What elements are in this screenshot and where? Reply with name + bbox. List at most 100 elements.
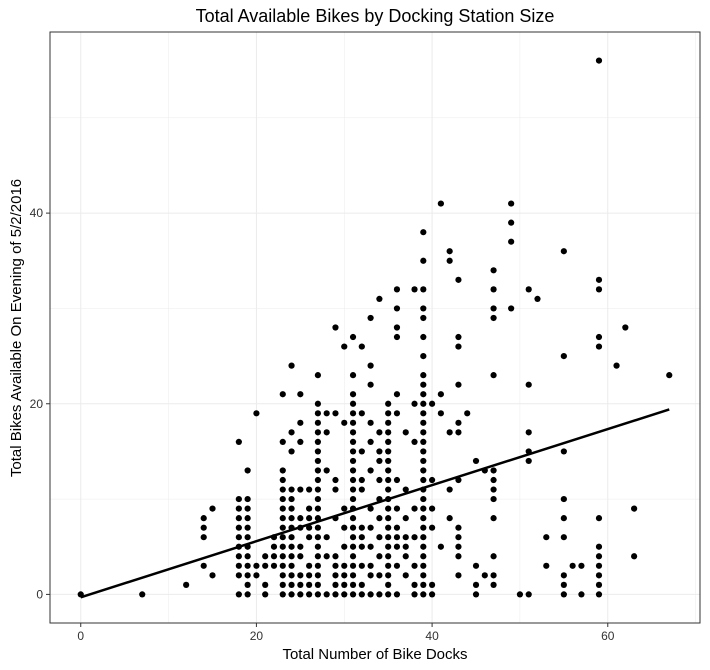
data-point: [437, 200, 444, 207]
data-point: [314, 505, 322, 512]
data-point: [244, 534, 251, 541]
data-point: [306, 515, 313, 522]
data-point: [349, 524, 357, 531]
data-point: [367, 362, 374, 369]
data-point: [279, 534, 286, 541]
data-point: [270, 543, 278, 550]
data-point: [314, 400, 322, 407]
data-point: [235, 524, 242, 531]
data-point: [244, 581, 251, 588]
data-point: [367, 572, 374, 579]
data-point: [472, 581, 480, 588]
data-point: [244, 505, 251, 512]
data-point: [297, 515, 304, 522]
y-axis-ticks: 0 20 40: [30, 206, 50, 601]
data-point: [411, 534, 418, 541]
data-point: [314, 534, 322, 541]
data-point: [367, 562, 374, 569]
data-point: [393, 505, 401, 512]
data-point: [200, 562, 207, 569]
data-point: [569, 562, 576, 569]
data-point: [420, 438, 427, 445]
data-point: [455, 381, 462, 388]
data-point: [613, 362, 620, 369]
data-point: [314, 448, 322, 455]
data-point: [270, 553, 278, 560]
data-point: [385, 562, 392, 569]
data-point: [358, 410, 365, 417]
data-point: [595, 591, 603, 598]
data-point: [244, 591, 251, 598]
data-point: [279, 515, 286, 522]
data-point: [209, 572, 216, 579]
data-point: [288, 486, 295, 493]
data-point: [385, 581, 392, 588]
data-point: [200, 515, 207, 522]
data-point: [428, 476, 436, 484]
data-point: [306, 562, 313, 569]
data-point: [420, 476, 427, 484]
x-axis-title: Total Number of Bike Docks: [282, 646, 467, 663]
data-point: [314, 495, 322, 503]
data-point: [455, 333, 462, 341]
data-point: [455, 524, 462, 531]
data-point: [358, 581, 365, 588]
data-point: [244, 524, 251, 531]
data-point: [349, 515, 357, 522]
data-point: [323, 591, 330, 598]
data-point: [560, 248, 567, 255]
data-point: [323, 467, 330, 474]
data-point: [420, 495, 427, 503]
data-point: [297, 419, 304, 426]
data-point: [288, 581, 295, 588]
data-point: [279, 467, 286, 474]
data-point: [367, 505, 374, 512]
data-point: [420, 524, 427, 531]
data-point: [420, 505, 427, 512]
data-point: [323, 410, 330, 417]
data-point: [314, 543, 322, 550]
data-point: [385, 429, 392, 436]
data-point: [508, 238, 515, 245]
data-point: [428, 591, 436, 598]
data-point: [349, 476, 357, 484]
data-point: [385, 410, 392, 417]
data-point: [332, 562, 339, 569]
data-point: [595, 553, 603, 560]
data-point: [490, 495, 497, 503]
data-point: [490, 305, 497, 312]
data-point: [560, 352, 567, 360]
data-point: [420, 286, 427, 293]
data-point: [525, 429, 532, 436]
data-point: [235, 505, 242, 512]
data-point: [288, 553, 295, 560]
data-point: [464, 410, 471, 417]
data-point: [455, 543, 462, 550]
data-point: [420, 534, 427, 541]
data-point: [420, 257, 427, 264]
data-point: [428, 505, 436, 512]
data-point: [420, 372, 427, 379]
data-point: [244, 562, 251, 569]
data-point: [393, 324, 401, 331]
data-point: [508, 305, 515, 312]
data-point: [455, 553, 462, 560]
data-point: [332, 591, 339, 598]
data-point: [297, 486, 304, 493]
data-point: [490, 476, 497, 484]
data-point: [420, 457, 427, 465]
data-point: [420, 229, 427, 236]
data-point: [279, 486, 286, 493]
data-point: [595, 57, 603, 64]
data-point: [376, 553, 383, 560]
data-point: [262, 581, 269, 588]
data-point: [358, 486, 365, 493]
data-point: [270, 562, 278, 569]
data-point: [341, 572, 348, 579]
data-point: [349, 438, 357, 445]
data-point: [297, 581, 304, 588]
data-point: [393, 562, 401, 569]
data-point: [341, 591, 348, 598]
data-point: [288, 448, 295, 455]
y-axis-title: Total Bikes Available On Evening of 5/2/…: [8, 179, 25, 477]
